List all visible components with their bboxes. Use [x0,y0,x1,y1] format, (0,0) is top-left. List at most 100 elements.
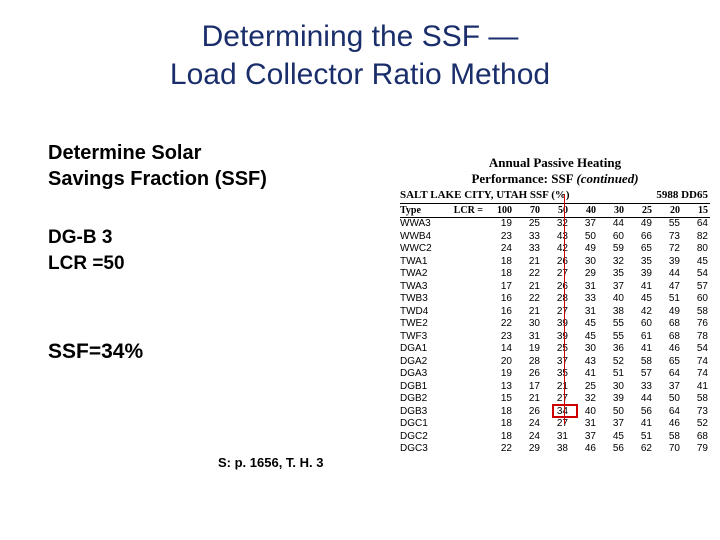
row-value: 21 [514,306,542,319]
table-subheader: Type LCR = 100 70 50 40 30 25 20 15 [400,204,710,218]
lcr-15: 15 [682,205,710,216]
row-value: 37 [598,418,626,431]
row-spacer [446,306,486,319]
row-value: 80 [682,243,710,256]
row-spacer [446,281,486,294]
row-value: 32 [542,218,570,231]
row-value: 41 [682,381,710,394]
row-spacer [446,443,486,456]
row-value: 14 [486,343,514,356]
table-row: DGB11317212530333741 [400,381,710,394]
row-type: DGC2 [400,431,446,444]
row-value: 41 [626,343,654,356]
row-value: 26 [514,368,542,381]
row-spacer [446,218,486,231]
lcr-40: 40 [570,205,598,216]
subtitle-line1: Determine Solar [48,142,201,164]
row-value: 54 [682,268,710,281]
row-value: 26 [542,281,570,294]
row-value: 74 [682,356,710,369]
row-value: 30 [570,343,598,356]
row-value: 21 [514,256,542,269]
row-type: DGB3 [400,406,446,419]
row-value: 45 [570,331,598,344]
row-value: 29 [514,443,542,456]
row-value: 45 [570,318,598,331]
row-value: 58 [626,356,654,369]
row-value: 39 [626,268,654,281]
row-value: 64 [654,368,682,381]
row-spacer [446,368,486,381]
row-value: 78 [682,331,710,344]
row-value: 23 [486,231,514,244]
table-row: DGC11824273137414652 [400,418,710,431]
row-type: DGA3 [400,368,446,381]
title-line1: Determining the SSF — [202,20,519,53]
row-value: 24 [514,431,542,444]
row-value: 45 [626,293,654,306]
row-value: 31 [514,331,542,344]
row-value: 28 [542,293,570,306]
row-value: 37 [570,218,598,231]
row-type: TWD4 [400,306,446,319]
row-value: 36 [598,343,626,356]
table-title: Annual Passive Heating Performance: SSF … [400,155,710,187]
row-value: 22 [486,318,514,331]
row-value: 37 [542,356,570,369]
row-value: 17 [486,281,514,294]
row-value: 74 [682,368,710,381]
row-value: 43 [542,231,570,244]
row-value: 27 [542,268,570,281]
row-spacer [446,418,486,431]
table-row: WWB42333435060667382 [400,231,710,244]
row-value: 42 [542,243,570,256]
row-value: 66 [626,231,654,244]
row-spacer [446,256,486,269]
row-value: 42 [626,306,654,319]
row-value: 33 [570,293,598,306]
row-value: 65 [626,243,654,256]
params: DG-B 3 LCR =50 [48,225,125,276]
row-value: 19 [486,218,514,231]
table-dd: 5988 DD65 [590,189,710,201]
row-value: 44 [654,268,682,281]
row-type: WWC2 [400,243,446,256]
row-type: WWB4 [400,231,446,244]
row-value: 46 [570,443,598,456]
row-spacer [446,231,486,244]
subtitle: Determine Solar Savings Fraction (SSF) [48,140,267,192]
row-spacer [446,243,486,256]
row-value: 60 [682,293,710,306]
highlight-vline [564,194,565,424]
row-value: 38 [598,306,626,319]
row-value: 72 [654,243,682,256]
row-type: DGC3 [400,443,446,456]
row-value: 52 [682,418,710,431]
row-value: 13 [486,381,514,394]
title-line2: Load Collector Ratio Method [170,58,550,91]
row-value: 41 [626,281,654,294]
row-value: 59 [598,243,626,256]
row-value: 22 [514,268,542,281]
row-value: 33 [514,231,542,244]
row-value: 37 [654,381,682,394]
row-value: 57 [626,368,654,381]
col-lcr-label: LCR = [446,205,486,216]
table-row: TWE22230394555606876 [400,318,710,331]
param-line2: LCR =50 [48,253,125,274]
row-value: 68 [654,318,682,331]
row-value: 65 [654,356,682,369]
row-value: 51 [598,368,626,381]
row-type: DGA2 [400,356,446,369]
table-row: WWA31925323744495564 [400,218,710,231]
row-value: 27 [542,418,570,431]
row-value: 19 [514,343,542,356]
lcr-100: 100 [486,205,514,216]
row-value: 58 [682,393,710,406]
row-type: DGB1 [400,381,446,394]
row-spacer [446,293,486,306]
row-value: 19 [486,368,514,381]
row-value: 35 [542,368,570,381]
row-value: 62 [626,443,654,456]
lcr-30: 30 [598,205,626,216]
